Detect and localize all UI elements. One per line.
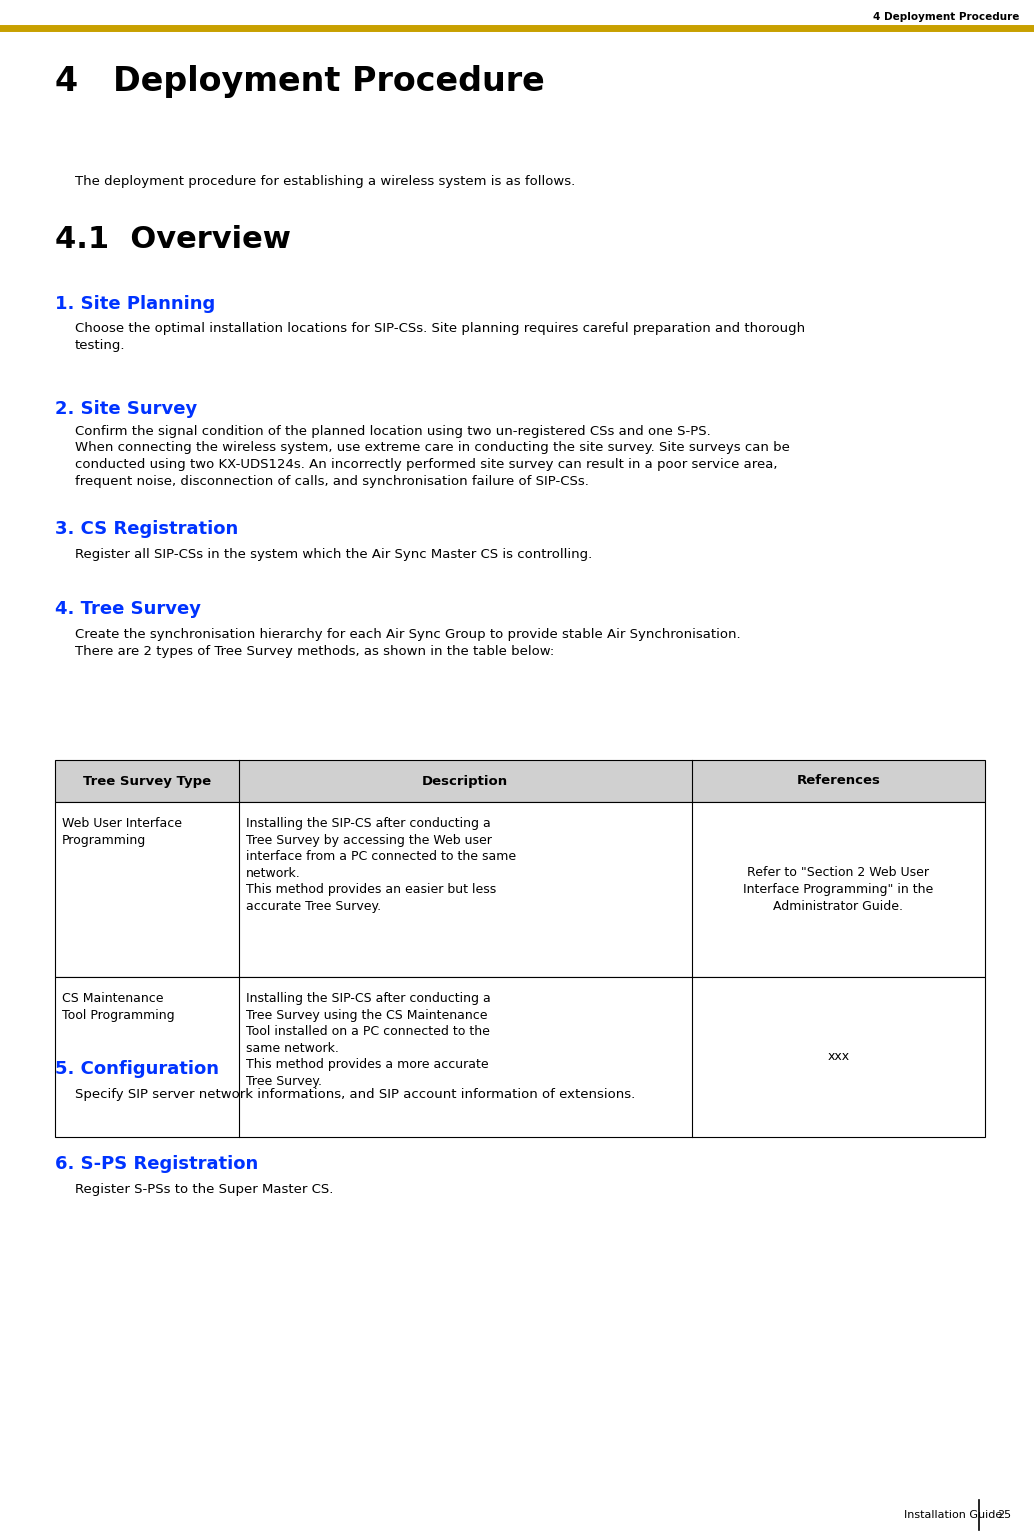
Text: Specify SIP server network informations, and SIP account information of extensio: Specify SIP server network informations,… [75, 1088, 635, 1101]
Text: 5. Configuration: 5. Configuration [55, 1061, 219, 1078]
Text: Register S-PSs to the Super Master CS.: Register S-PSs to the Super Master CS. [75, 1183, 333, 1196]
FancyBboxPatch shape [55, 760, 985, 801]
Text: The deployment procedure for establishing a wireless system is as follows.: The deployment procedure for establishin… [75, 175, 575, 187]
Text: CS Maintenance
Tool Programming: CS Maintenance Tool Programming [62, 992, 175, 1022]
Text: 4 Deployment Procedure: 4 Deployment Procedure [873, 12, 1018, 21]
Text: Choose the optimal installation locations for SIP-CSs. Site planning requires ca: Choose the optimal installation location… [75, 322, 805, 352]
Text: 2. Site Survey: 2. Site Survey [55, 401, 197, 418]
Text: 3. CS Registration: 3. CS Registration [55, 520, 238, 537]
Text: Create the synchronisation hierarchy for each Air Sync Group to provide stable A: Create the synchronisation hierarchy for… [75, 628, 740, 657]
Text: Web User Interface
Programming: Web User Interface Programming [62, 817, 182, 847]
Text: Installing the SIP-CS after conducting a
Tree Survey by accessing the Web user
i: Installing the SIP-CS after conducting a… [246, 817, 516, 913]
Text: 25: 25 [997, 1510, 1011, 1520]
Text: 1. Site Planning: 1. Site Planning [55, 295, 215, 313]
FancyBboxPatch shape [55, 801, 985, 976]
Text: References: References [796, 775, 880, 787]
Text: 4. Tree Survey: 4. Tree Survey [55, 600, 201, 619]
Text: 4   Deployment Procedure: 4 Deployment Procedure [55, 64, 545, 98]
Text: 6. S-PS Registration: 6. S-PS Registration [55, 1154, 258, 1173]
Text: 4.1  Overview: 4.1 Overview [55, 226, 291, 253]
Text: Confirm the signal condition of the planned location using two un-registered CSs: Confirm the signal condition of the plan… [75, 425, 790, 488]
Text: Description: Description [422, 775, 509, 787]
Text: Register all SIP-CSs in the system which the Air Sync Master CS is controlling.: Register all SIP-CSs in the system which… [75, 548, 592, 560]
Text: Refer to "Section 2 Web User
Interface Programming" in the
Administrator Guide.: Refer to "Section 2 Web User Interface P… [743, 866, 934, 912]
Text: Tree Survey Type: Tree Survey Type [83, 775, 211, 787]
Text: Installation Guide: Installation Guide [904, 1510, 1002, 1520]
FancyBboxPatch shape [55, 976, 985, 1137]
Text: Installing the SIP-CS after conducting a
Tree Survey using the CS Maintenance
To: Installing the SIP-CS after conducting a… [246, 992, 491, 1088]
Text: xxx: xxx [827, 1050, 849, 1064]
